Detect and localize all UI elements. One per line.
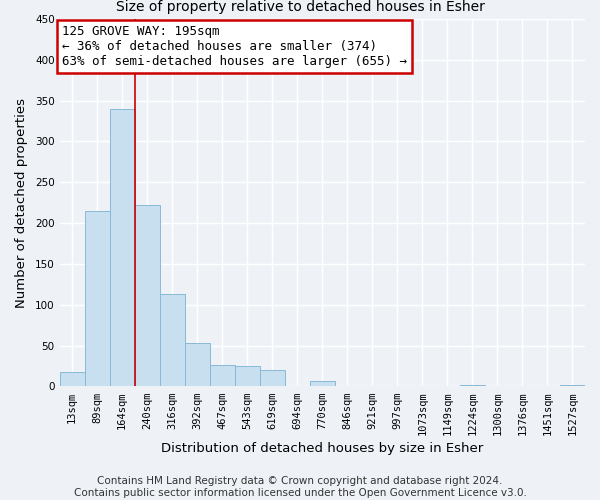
Bar	[59, 372, 85, 386]
Bar	[209, 365, 235, 386]
Text: Size of property relative to detached houses in Esher: Size of property relative to detached ho…	[116, 0, 484, 14]
Text: Contains HM Land Registry data © Crown copyright and database right 2024.
Contai: Contains HM Land Registry data © Crown c…	[74, 476, 526, 498]
Bar	[235, 366, 260, 386]
Bar	[460, 385, 485, 386]
Bar	[560, 385, 585, 386]
Bar	[160, 294, 185, 386]
Bar	[310, 380, 335, 386]
Bar	[134, 205, 160, 386]
Bar	[185, 343, 209, 386]
Text: 125 GROVE WAY: 195sqm
← 36% of detached houses are smaller (374)
63% of semi-det: 125 GROVE WAY: 195sqm ← 36% of detached …	[62, 24, 407, 68]
X-axis label: Distribution of detached houses by size in Esher: Distribution of detached houses by size …	[161, 442, 484, 455]
Bar	[85, 211, 110, 386]
Y-axis label: Number of detached properties: Number of detached properties	[15, 98, 28, 308]
Bar	[110, 109, 134, 386]
Bar	[260, 370, 285, 386]
